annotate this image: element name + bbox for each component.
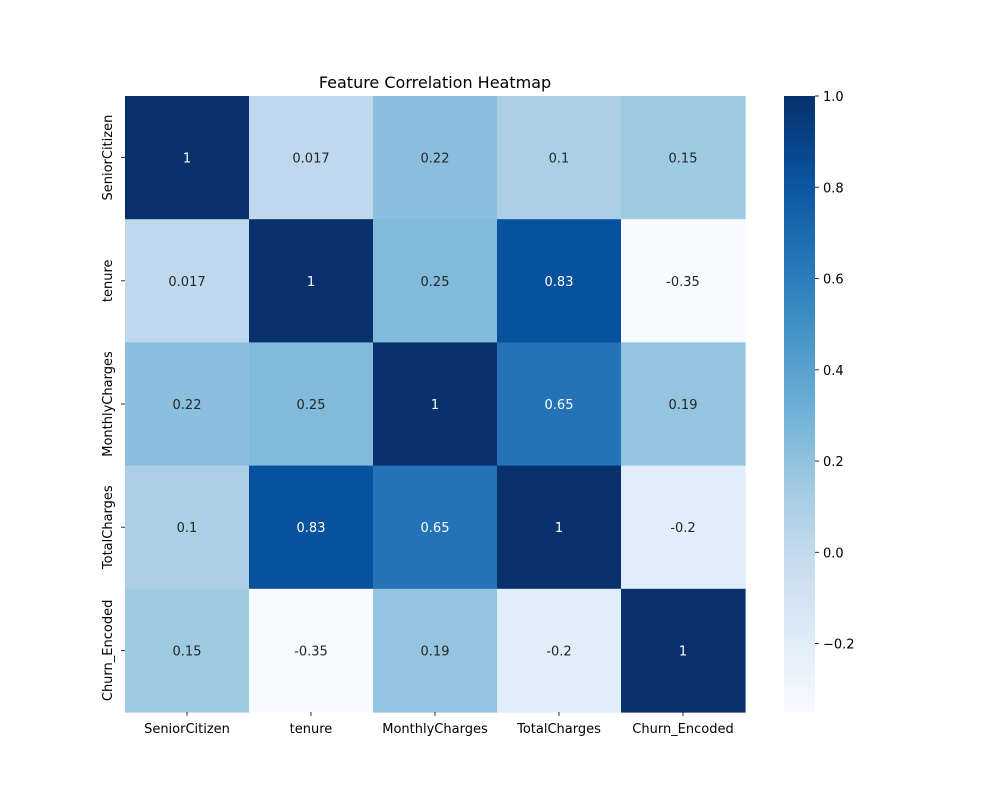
heatmap-cell <box>125 465 250 590</box>
x-axis: SeniorCitizen tenure MonthlyCharges TotalCh… <box>144 712 734 737</box>
cell-value-label: 0.22 <box>173 398 202 413</box>
heatmap-cell <box>621 465 746 590</box>
heatmap-cell <box>249 342 374 467</box>
heatmap-cell <box>125 588 250 713</box>
cell-value-label: 0.83 <box>297 521 326 536</box>
cell-value-label: 1 <box>431 398 439 413</box>
x-tick-label: SeniorCitizen <box>144 722 230 737</box>
heatmap-cell <box>497 342 622 467</box>
heatmap-cell <box>249 588 374 713</box>
cell-value-label: 0.65 <box>545 398 574 413</box>
cell-value-label: 0.1 <box>177 521 198 536</box>
y-tick-label: Churn_Encoded <box>101 600 116 701</box>
heatmap-cell <box>497 219 622 343</box>
heatmap-cell <box>373 219 498 343</box>
colorbar-tick-label: 0.0 <box>823 546 844 561</box>
heatmap-cell <box>497 588 622 713</box>
heatmap-cell <box>249 96 374 220</box>
cell-value-label: -0.35 <box>666 275 700 290</box>
colorbar-tick-label: −0.2 <box>823 638 855 653</box>
heatmap-cell <box>125 219 250 343</box>
colorbar: 1.0 0.8 0.6 0.4 0.2 0.0 −0.2 <box>784 90 855 712</box>
cell-value-label: 0.15 <box>173 644 202 659</box>
colorbar-tick-label: 0.8 <box>823 181 844 196</box>
y-tick-label: TotalCharges <box>101 485 116 570</box>
cell-value-label: 0.65 <box>421 521 450 536</box>
x-tick-label: TotalCharges <box>516 722 601 737</box>
chart-title: Feature Correlation Heatmap <box>319 73 551 92</box>
x-tick-label: MonthlyCharges <box>382 722 488 737</box>
y-tick-label: SeniorCitizen <box>101 115 116 201</box>
heatmap-cell <box>621 96 746 220</box>
heatmap-cell <box>373 465 498 590</box>
colorbar-tick-label: 0.4 <box>823 364 844 379</box>
cell-value-label: 0.83 <box>545 275 574 290</box>
heatmap-cells: 1 0.017 0.22 0.1 0.15 0.017 1 0.25 0.83 -0.35 0.22… <box>125 96 746 713</box>
colorbar-tick-label: 1.0 <box>823 90 844 105</box>
y-tick-label: tenure <box>101 259 116 302</box>
cell-value-label: 0.15 <box>669 152 698 167</box>
heatmap-cell <box>621 342 746 467</box>
heatmap-cell <box>125 342 250 467</box>
cell-value-label: 0.22 <box>421 152 450 167</box>
heatmap-cell <box>497 96 622 220</box>
y-tick-label: MonthlyCharges <box>101 351 116 457</box>
heatmap-cell <box>373 96 498 220</box>
colorbar-tick-label: 0.2 <box>823 455 844 470</box>
cell-value-label: 1 <box>307 275 315 290</box>
heatmap-cell <box>373 588 498 713</box>
cell-value-label: 1 <box>679 644 687 659</box>
cell-value-label: 0.1 <box>549 152 570 167</box>
cell-value-label: 0.017 <box>292 152 329 167</box>
cell-value-label: 0.017 <box>168 275 205 290</box>
cell-value-label: -0.2 <box>670 521 695 536</box>
heatmap-cell <box>621 219 746 343</box>
cell-value-label: 1 <box>183 152 191 167</box>
heatmap-cell <box>497 465 622 590</box>
cell-value-label: -0.2 <box>546 644 571 659</box>
cell-value-label: 1 <box>555 521 563 536</box>
cell-value-label: 0.19 <box>669 398 698 413</box>
heatmap-cell <box>373 342 498 467</box>
heatmap-cell <box>621 588 746 713</box>
y-axis: SeniorCitizen tenure MonthlyCharges TotalCh… <box>101 115 125 701</box>
cell-value-label: 0.19 <box>421 644 450 659</box>
x-tick-label: tenure <box>290 722 333 737</box>
cell-value-label: 0.25 <box>297 398 326 413</box>
heatmap-cell <box>249 219 374 343</box>
colorbar-gradient <box>784 96 815 712</box>
heatmap-cell <box>249 465 374 590</box>
cell-value-label: 0.25 <box>421 275 450 290</box>
colorbar-tick-label: 0.6 <box>823 273 844 288</box>
x-tick-label: Churn_Encoded <box>632 722 733 737</box>
heatmap-cell <box>125 96 250 220</box>
cell-value-label: -0.35 <box>294 644 328 659</box>
